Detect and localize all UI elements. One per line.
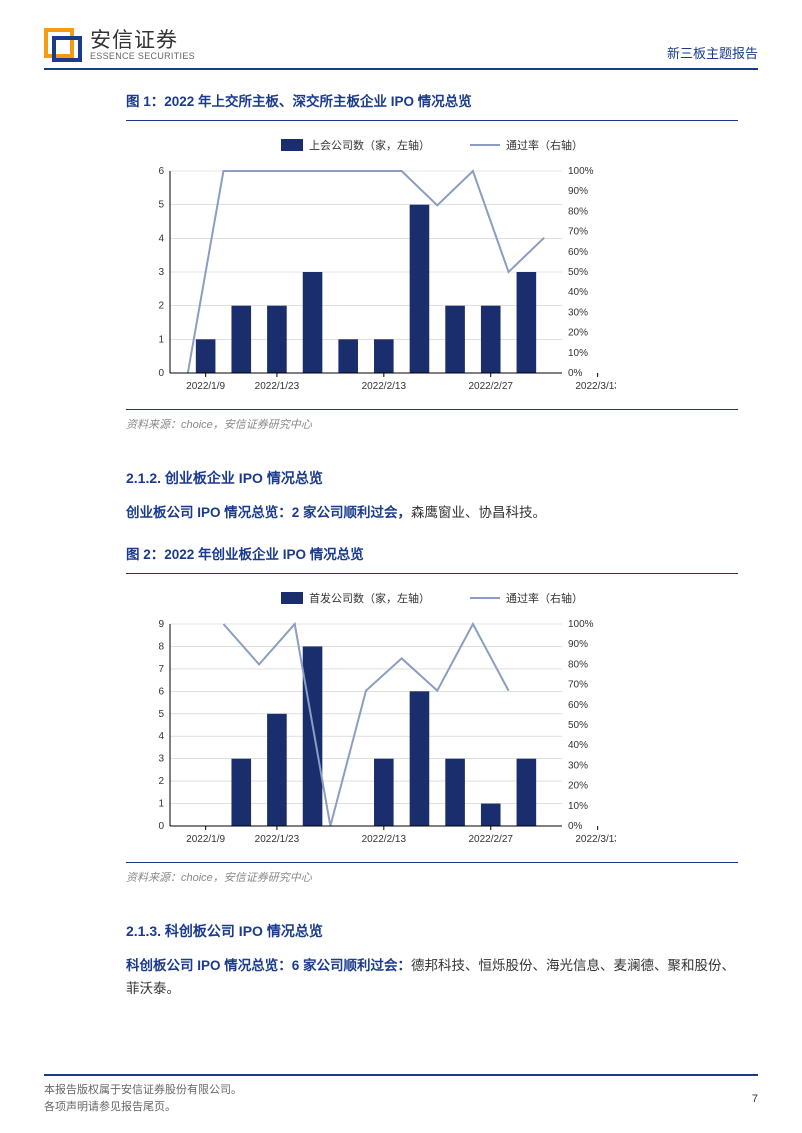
svg-text:40%: 40%: [568, 287, 588, 298]
svg-text:4: 4: [158, 731, 164, 742]
svg-text:2022/1/9: 2022/1/9: [186, 381, 225, 392]
figure-1-source: 资料来源：choice，安信证券研究中心: [126, 409, 738, 432]
section-2-1-2-body: 创业板公司 IPO 情况总览：2 家公司顺利过会，森鹰窗业、协昌科技。: [126, 502, 738, 525]
svg-text:2022/2/27: 2022/2/27: [468, 381, 513, 392]
title-underline: [126, 573, 738, 574]
page-footer: 本报告版权属于安信证券股份有限公司。 各项声明请参见报告尾页。 7: [44, 1074, 758, 1115]
svg-text:90%: 90%: [568, 186, 588, 197]
svg-text:90%: 90%: [568, 639, 588, 650]
svg-text:0%: 0%: [568, 821, 583, 832]
bar-legend-swatch: [281, 139, 303, 151]
logo-icon: [44, 28, 82, 62]
svg-text:30%: 30%: [568, 760, 588, 771]
svg-text:2022/1/23: 2022/1/23: [255, 834, 300, 845]
svg-text:2022/1/23: 2022/1/23: [255, 381, 300, 392]
title-underline: [126, 120, 738, 121]
svg-text:80%: 80%: [568, 659, 588, 670]
svg-text:10%: 10%: [568, 348, 588, 359]
svg-text:1: 1: [158, 798, 164, 809]
footer-disclaimer: 各项声明请参见报告尾页。: [44, 1099, 242, 1116]
svg-text:5: 5: [158, 709, 164, 720]
bar-legend-swatch: [281, 592, 303, 604]
svg-text:80%: 80%: [568, 206, 588, 217]
svg-text:60%: 60%: [568, 247, 588, 258]
svg-text:40%: 40%: [568, 740, 588, 751]
brand-logo: 安信证券 ESSENCE SECURITIES: [44, 28, 195, 62]
section-2-1-3-body: 科创板公司 IPO 情况总览：6 家公司顺利过会：德邦科技、恒烁股份、海光信息、…: [126, 955, 738, 1001]
page-number: 7: [752, 1093, 758, 1105]
figure-2-title: 图 2：2022 年创业板企业 IPO 情况总览: [126, 543, 738, 563]
svg-text:2: 2: [158, 776, 164, 787]
svg-text:2022/3/13: 2022/3/13: [575, 834, 616, 845]
svg-text:100%: 100%: [568, 619, 594, 630]
svg-text:0: 0: [158, 368, 164, 379]
svg-text:6: 6: [158, 166, 164, 177]
svg-text:70%: 70%: [568, 227, 588, 238]
report-category: 新三板主题报告: [667, 43, 758, 62]
bar-legend-label: 上会公司数（家，左轴）: [309, 137, 430, 153]
svg-text:0%: 0%: [568, 368, 583, 379]
line-legend-label: 通过率（右轴）: [506, 137, 583, 153]
svg-text:30%: 30%: [568, 307, 588, 318]
svg-text:2022/1/9: 2022/1/9: [186, 834, 225, 845]
svg-text:100%: 100%: [568, 166, 594, 177]
brand-name-en: ESSENCE SECURITIES: [90, 52, 195, 62]
svg-text:8: 8: [158, 641, 164, 652]
svg-text:3: 3: [158, 754, 164, 765]
svg-text:20%: 20%: [568, 781, 588, 792]
section-2-1-2-title: 2.1.2. 创业板企业 IPO 情况总览: [126, 468, 738, 488]
svg-text:5: 5: [158, 200, 164, 211]
svg-text:7: 7: [158, 664, 164, 675]
svg-text:50%: 50%: [568, 720, 588, 731]
svg-text:3: 3: [158, 267, 164, 278]
svg-text:2022/2/13: 2022/2/13: [362, 381, 407, 392]
svg-text:70%: 70%: [568, 680, 588, 691]
bar-legend-label: 首发公司数（家，左轴）: [309, 590, 430, 606]
figure-1-chart: 上会公司数（家，左轴） 通过率（右轴） 01234560%10%20%30%40…: [126, 137, 738, 401]
line-legend-swatch: [470, 144, 500, 146]
brand-name-cn: 安信证券: [90, 29, 195, 52]
section-2-1-3-title: 2.1.3. 科创板公司 IPO 情况总览: [126, 921, 738, 941]
figure-2-chart: 首发公司数（家，左轴） 通过率（右轴） 01234567890%10%20%30…: [126, 590, 738, 854]
chart-1-svg: 01234560%10%20%30%40%50%60%70%80%90%100%…: [126, 161, 616, 401]
svg-text:4: 4: [158, 233, 164, 244]
svg-text:9: 9: [158, 619, 164, 630]
footer-copyright: 本报告版权属于安信证券股份有限公司。: [44, 1082, 242, 1099]
svg-text:2: 2: [158, 301, 164, 312]
chart-2-svg: 01234567890%10%20%30%40%50%60%70%80%90%1…: [126, 614, 616, 854]
figure-1-title: 图 1：2022 年上交所主板、深交所主板企业 IPO 情况总览: [126, 90, 738, 110]
line-legend-label: 通过率（右轴）: [506, 590, 583, 606]
svg-text:6: 6: [158, 686, 164, 697]
svg-text:2022/2/27: 2022/2/27: [468, 834, 513, 845]
page-header: 安信证券 ESSENCE SECURITIES 新三板主题报告: [44, 28, 758, 70]
svg-text:1: 1: [158, 334, 164, 345]
svg-text:0: 0: [158, 821, 164, 832]
svg-text:2022/2/13: 2022/2/13: [362, 834, 407, 845]
figure-2-source: 资料来源：choice，安信证券研究中心: [126, 862, 738, 885]
svg-text:10%: 10%: [568, 801, 588, 812]
svg-text:2022/3/13: 2022/3/13: [575, 381, 616, 392]
line-legend-swatch: [470, 597, 500, 599]
svg-text:50%: 50%: [568, 267, 588, 278]
svg-text:20%: 20%: [568, 328, 588, 339]
svg-text:60%: 60%: [568, 700, 588, 711]
